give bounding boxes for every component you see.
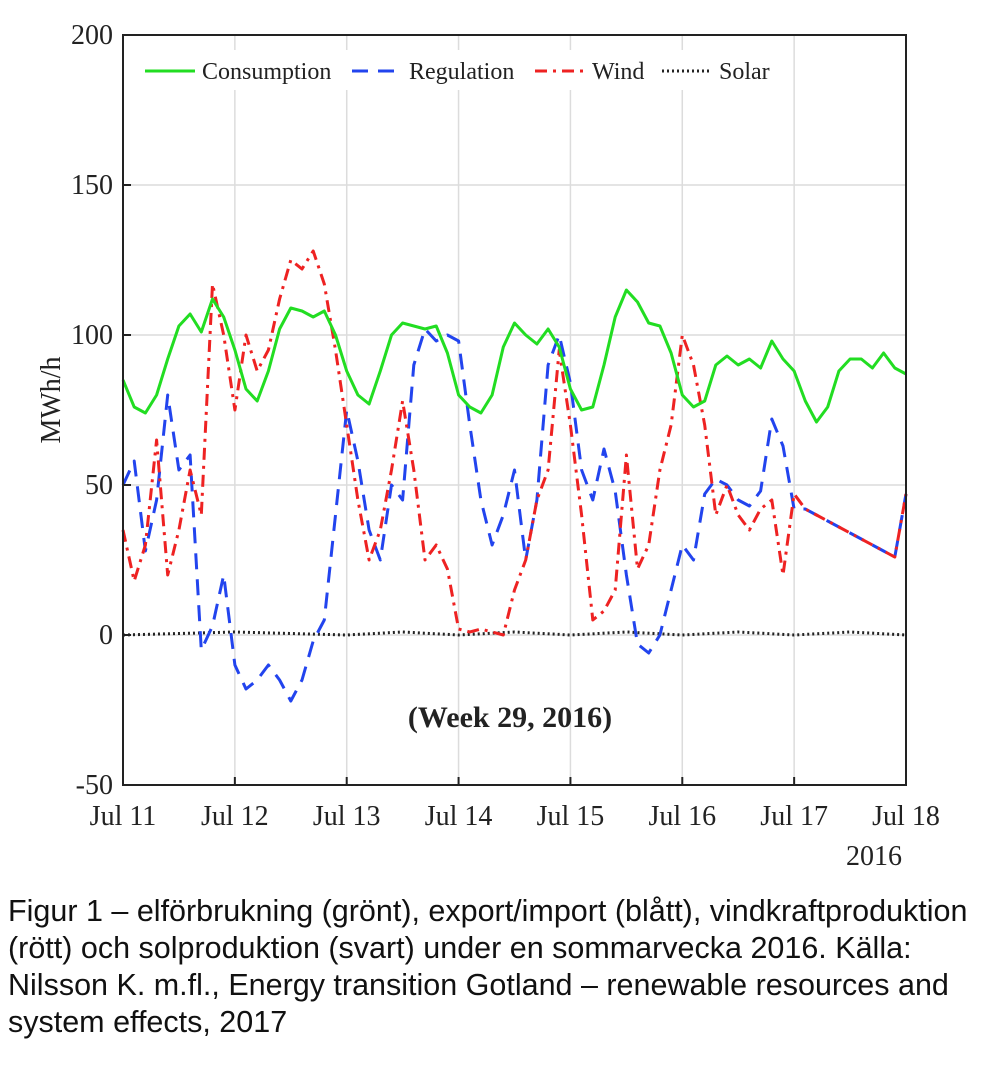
x-tick-label: Jul 16 [648,801,716,832]
series-lines [121,249,908,703]
x-axis-year-label: 2016 [846,841,902,872]
x-tick-label: Jul 15 [537,801,605,832]
x-tick-label: Jul 17 [760,801,828,832]
line-chart: -50 0 50 100 150 200 Jul 11 Jul 12 Jul 13 Jul 14 J… [36,20,940,872]
y-tick-label: 0 [99,620,113,651]
legend-label-wind: Wind [592,59,644,85]
series-line-consumption [121,288,907,424]
y-tick-label: 100 [71,320,113,351]
y-tick-label: 200 [71,20,113,51]
legend-label-solar: Solar [719,59,770,85]
legend: Consumption Regulation Wind Solar [136,50,776,90]
axis-ticks: -50 0 50 100 150 200 Jul 11 Jul 12 Jul 13 Jul 14 J… [71,20,940,832]
grid-lines [122,34,907,786]
figure-caption: Figur 1 – elförbrukning (grönt), export/… [8,894,968,1039]
series-line-regulation [121,327,908,703]
legend-label-regulation: Regulation [409,59,514,85]
x-tick-label: Jul 13 [313,801,381,832]
y-axis-label: MWh/h [36,356,67,443]
x-tick-label: Jul 12 [201,801,269,832]
series-line-solar [122,630,907,637]
x-tick-label: Jul 14 [425,801,493,832]
x-tick-label: Jul 18 [872,801,940,832]
x-tick-label: Jul 11 [90,801,157,832]
series-line-wind [121,249,908,637]
y-tick-label: 50 [85,470,113,501]
legend-label-consumption: Consumption [202,59,331,85]
legend-background [136,50,776,90]
y-tick-label: -50 [76,770,113,801]
y-tick-label: 150 [71,170,113,201]
plot-frame [122,34,907,786]
week-annotation: (Week 29, 2016) [408,701,612,734]
